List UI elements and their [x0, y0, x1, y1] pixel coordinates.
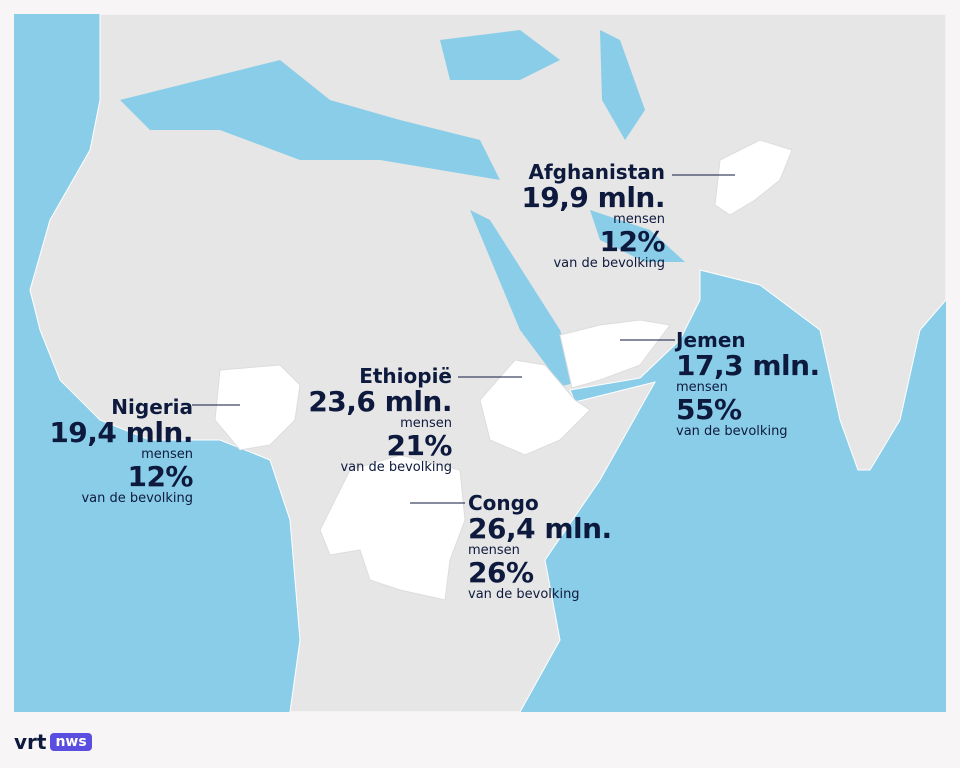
- country-label: Congo 26,4 mln. mensen 26% van de bevolking: [468, 493, 612, 601]
- people-label: mensen: [613, 212, 665, 227]
- share-value: 12%: [127, 460, 193, 493]
- people-label: mensen: [468, 543, 520, 558]
- share-label: van de bevolking: [81, 491, 193, 506]
- country-label: Afghanistan 19,9 mln. mensen 12% van de bevo…: [521, 162, 665, 270]
- share-label: van de bevolking: [676, 424, 788, 439]
- red-sea: [470, 210, 578, 386]
- people-count: 17,3 mln.: [676, 349, 820, 382]
- country-name: Nigeria: [111, 395, 193, 419]
- afghanistan: [714, 139, 793, 216]
- country-name: Congo: [468, 491, 539, 515]
- country-name: Ethiopië: [359, 364, 452, 388]
- congo: [319, 454, 466, 601]
- people-count: 19,4 mln.: [49, 416, 193, 449]
- people-label: mensen: [400, 416, 452, 431]
- black-sea: [440, 30, 560, 80]
- logo-brand: vrt: [14, 730, 47, 754]
- country-label: Jemen 17,3 mln. mensen 55% van de bevolking: [676, 330, 820, 438]
- logo: vrt nws: [14, 730, 92, 754]
- people-count: 19,9 mln.: [521, 181, 665, 214]
- share-value: 12%: [599, 225, 665, 258]
- share-label: van de bevolking: [340, 460, 452, 475]
- yemen: [559, 319, 671, 389]
- country-label: Nigeria 19,4 mln. mensen 12% van de bevolkin…: [49, 397, 193, 505]
- map: [14, 14, 946, 712]
- people-count: 26,4 mln.: [468, 512, 612, 545]
- persian-gulf: [590, 210, 685, 262]
- caspian-sea: [600, 30, 645, 140]
- share-value: 55%: [676, 393, 742, 426]
- country-label: Ethiopië 23,6 mln. mensen 21% van de bevolki…: [308, 366, 452, 474]
- share-value: 21%: [386, 429, 452, 462]
- people-label: mensen: [141, 447, 193, 462]
- ethiopia: [479, 359, 591, 456]
- share-value: 26%: [468, 556, 534, 589]
- share-label: van de bevolking: [468, 587, 580, 602]
- logo-badge: nws: [50, 733, 92, 751]
- mediterranean: [120, 60, 500, 180]
- nigeria: [214, 364, 301, 451]
- country-name: Jemen: [676, 328, 746, 352]
- share-label: van de bevolking: [553, 256, 665, 271]
- country-name: Afghanistan: [528, 160, 665, 184]
- people-count: 23,6 mln.: [308, 385, 452, 418]
- people-label: mensen: [676, 380, 728, 395]
